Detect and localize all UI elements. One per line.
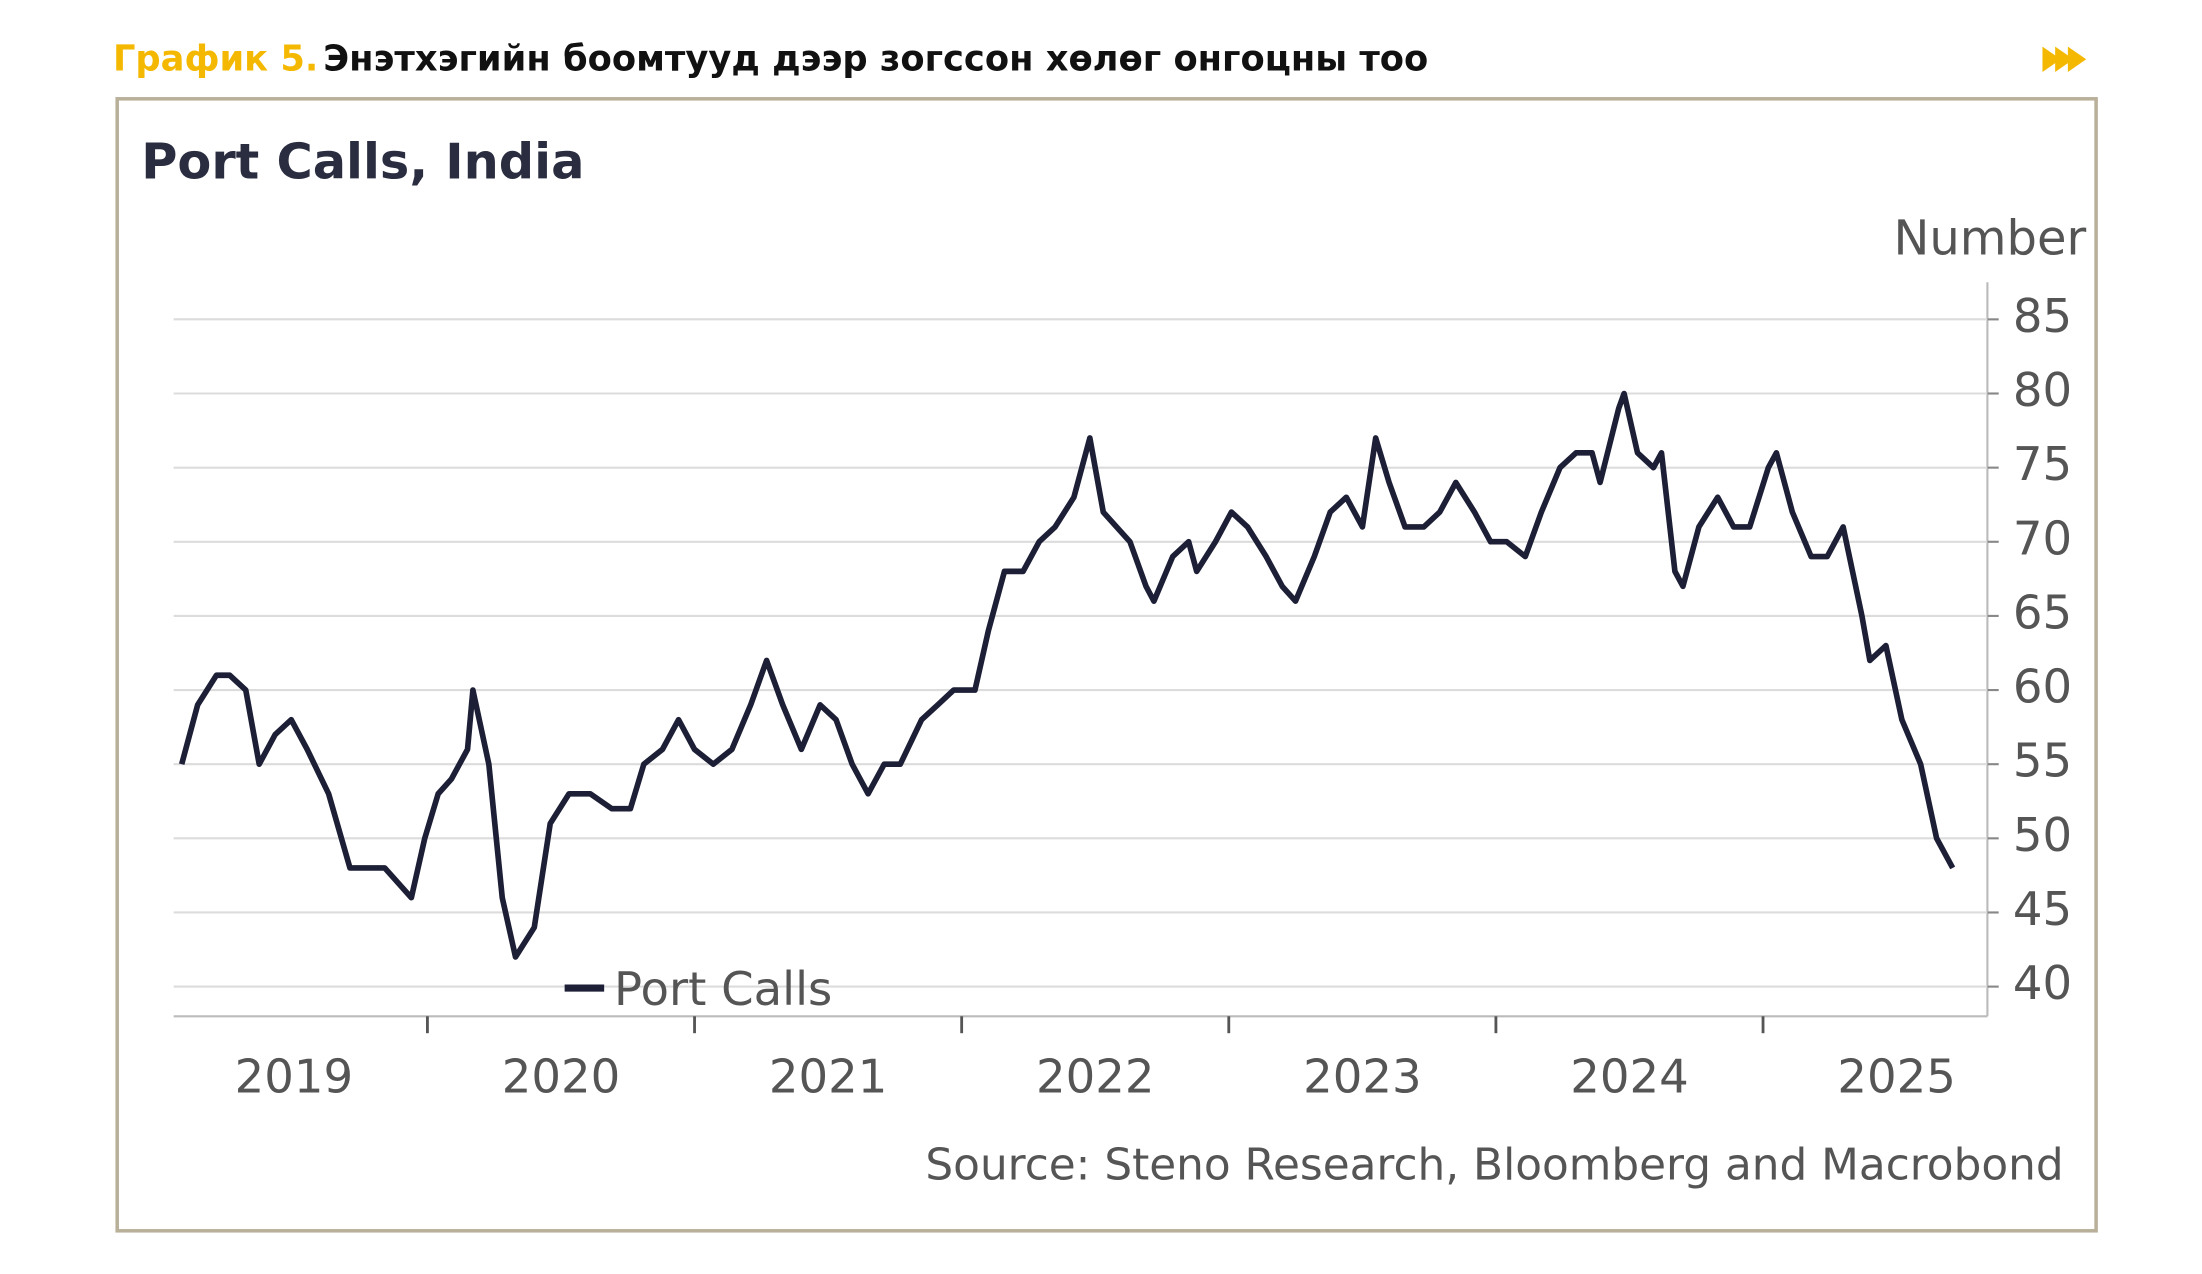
legend-label: Port Calls	[614, 962, 832, 1016]
chart-title: Port Calls, India	[141, 133, 584, 191]
x-tick-label: 2022	[1036, 1049, 1155, 1103]
y-tick-label: 70	[2013, 511, 2072, 565]
chart-frame	[115, 97, 2098, 1233]
figure-title: Энэтхэгийн боомтууд дээр зогссон хөлөг о…	[323, 39, 1428, 80]
y-tick-label: 45	[2013, 882, 2072, 936]
x-tick-label: 2024	[1570, 1049, 1689, 1103]
y-tick-label: 65	[2013, 585, 2072, 639]
x-tick-label: 2020	[502, 1049, 621, 1103]
x-tick-label: 2023	[1303, 1049, 1422, 1103]
x-tick-label: 2021	[769, 1049, 887, 1103]
y-tick-label: 75	[2013, 437, 2072, 491]
x-tick-label: 2019	[235, 1049, 353, 1103]
source: Source: Steno Research, Bloomberg and Ma…	[925, 1139, 2063, 1190]
figure-label: График 5.	[113, 39, 318, 80]
y-tick-label: 85	[2013, 289, 2072, 343]
y-axis-label: Number	[1893, 210, 2086, 266]
line-series	[178, 390, 1956, 960]
y-tick-label: 80	[2013, 363, 2072, 417]
y-tick-label: 55	[2013, 734, 2072, 788]
y-tick-label: 50	[2013, 808, 2072, 862]
x-tick-label: 2025	[1837, 1049, 1956, 1103]
arrow-icon	[2042, 46, 2087, 72]
y-tick-label: 40	[2013, 956, 2072, 1010]
y-tick-label: 60	[2013, 660, 2072, 714]
